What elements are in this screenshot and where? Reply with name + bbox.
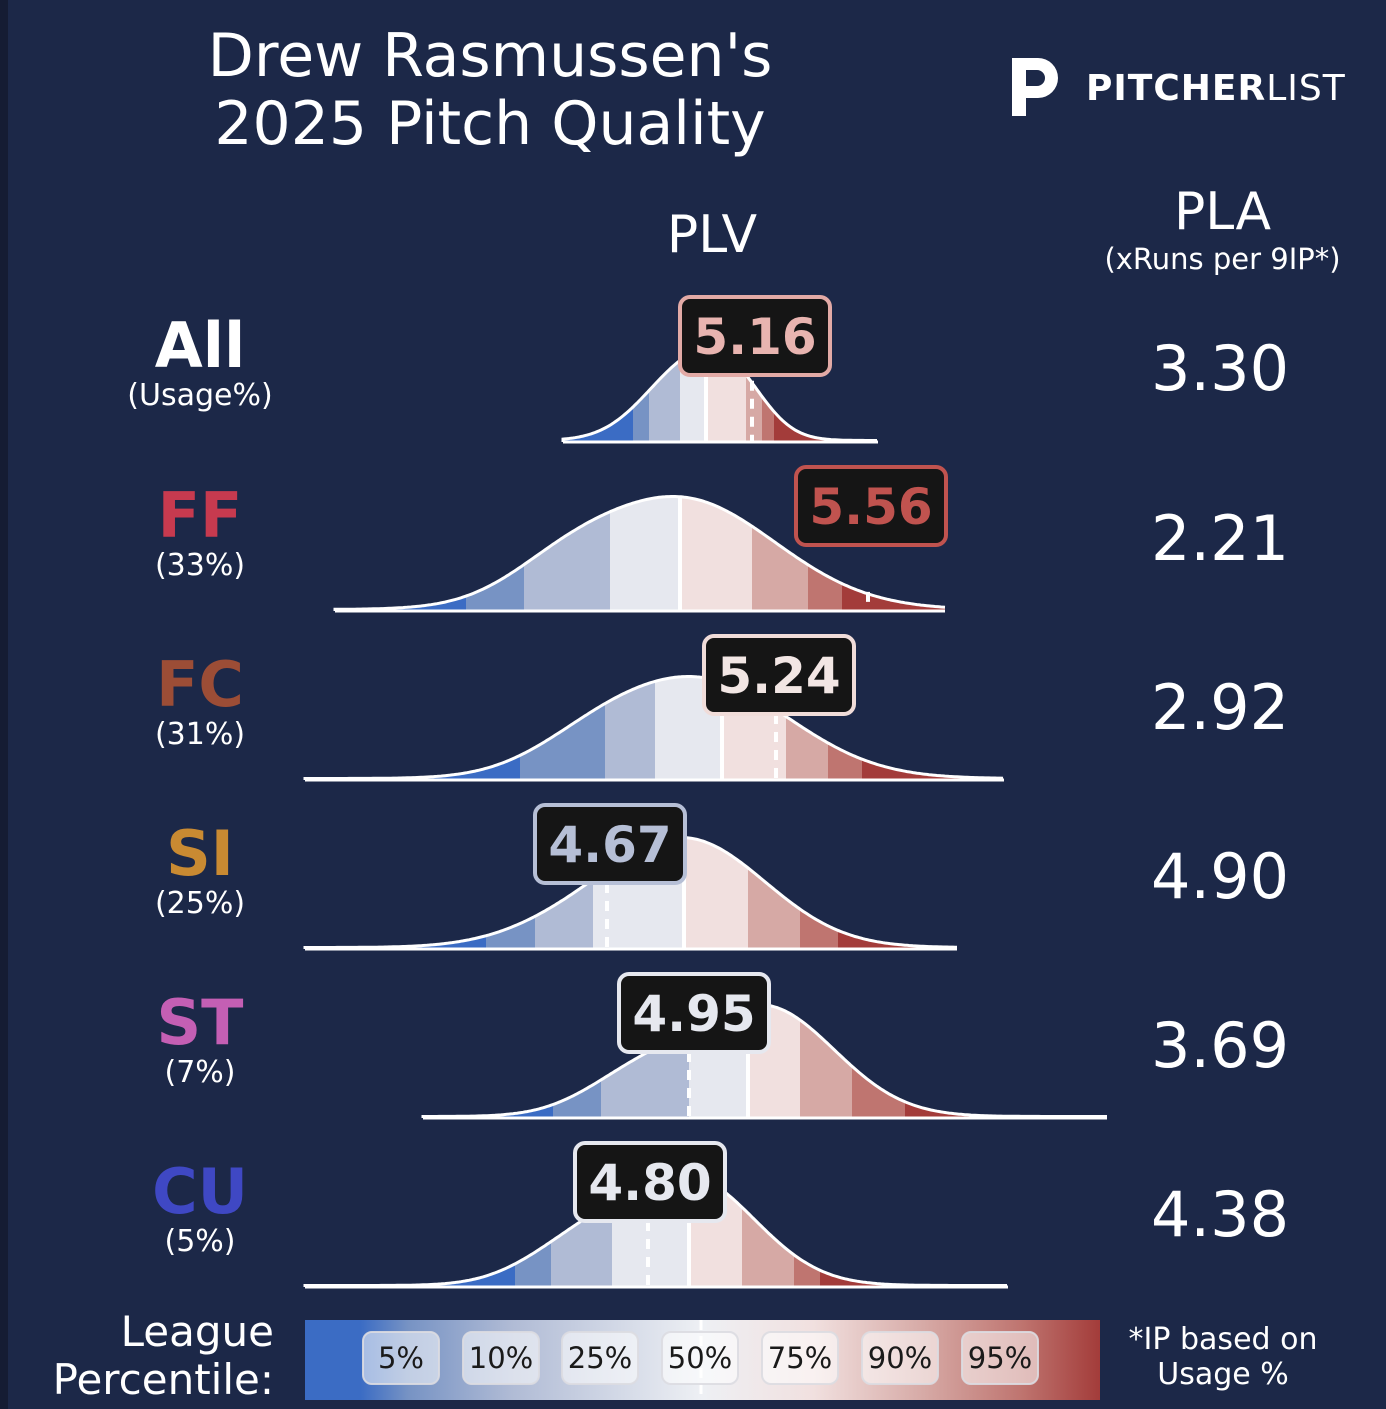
row-label-all: All (Usage%) — [80, 314, 320, 414]
percentile-bands — [305, 676, 1004, 780]
plv-value-box — [678, 295, 832, 377]
pla-value-si: 4.90 — [1150, 840, 1290, 913]
pla-header-subtitle: (xRuns per 9IP*) — [1104, 242, 1341, 276]
plv-value-box — [617, 972, 771, 1054]
percentile-band — [610, 496, 680, 611]
legend-chip-label: 95% — [968, 1341, 1032, 1375]
percentile-band — [305, 837, 486, 949]
pla-value-cu: 4.38 — [1150, 1178, 1290, 1251]
legend-title: League Percentile: — [40, 1308, 274, 1404]
percentile-band — [794, 1173, 820, 1287]
footnote-line-2: Usage % — [1157, 1357, 1289, 1392]
row-label-st: ST (7%) — [80, 991, 320, 1091]
title-line-2: 2025 Pitch Quality — [214, 89, 766, 159]
legend-chip — [861, 1331, 939, 1385]
density-row-ff: 5.56 — [333, 465, 948, 613]
legend-chip — [761, 1331, 839, 1385]
logo-wordmark: PITCHERLIST — [1086, 68, 1346, 109]
pitch-code: ST — [156, 986, 244, 1059]
chart-title: Drew Rasmussen's 2025 Pitch Quality — [170, 22, 810, 158]
plv-value-label: 4.67 — [548, 816, 671, 874]
legend-chip-label: 10% — [469, 1341, 533, 1375]
pla-header-label: PLA — [1173, 182, 1272, 242]
plv-value-label: 4.80 — [588, 1154, 711, 1212]
plv-value-box — [573, 1141, 727, 1223]
percentile-band — [820, 1173, 1008, 1287]
pitcherlist-p-icon — [1012, 58, 1058, 116]
plv-column-header: PLV — [666, 205, 758, 265]
row-label-si: SI (25%) — [80, 822, 320, 922]
plv-value-label: 5.16 — [693, 308, 816, 366]
density-row-cu: 4.80 — [303, 1141, 1008, 1289]
density-row-st: 4.95 — [421, 972, 1107, 1120]
plv-value-label: 5.24 — [717, 647, 840, 705]
legend-chip-label: 90% — [868, 1341, 932, 1375]
density-row-all: 5.16 — [561, 295, 878, 444]
percentile-band — [515, 1173, 551, 1287]
percentile-band — [742, 1173, 794, 1287]
pla-value-fc: 2.92 — [1150, 671, 1290, 744]
percentile-band — [649, 348, 680, 442]
legend-title-line-2: Percentile: — [52, 1355, 274, 1404]
plv-value-box — [533, 803, 687, 885]
plv-value-box — [794, 465, 948, 547]
percentile-band — [563, 348, 633, 442]
percentile-band — [335, 496, 466, 611]
pitch-usage: (33%) — [154, 548, 246, 583]
pitch-usage: (Usage%) — [127, 378, 273, 413]
pitch-code: FC — [156, 648, 244, 721]
logo-bold-text: PITCHER — [1086, 68, 1267, 109]
row-label-cu: CU (5%) — [80, 1160, 320, 1260]
percentile-band — [800, 837, 838, 949]
legend-chip-label: 50% — [668, 1341, 732, 1375]
legend-chip — [561, 1331, 639, 1385]
legend-chip — [362, 1331, 440, 1385]
logo-light-text: LIST — [1266, 68, 1346, 109]
pitch-code: SI — [166, 817, 234, 890]
density-row-si: 4.67 — [303, 803, 957, 951]
legend-chip — [961, 1331, 1039, 1385]
plv-value-label: 5.56 — [809, 478, 932, 536]
row-label-fc: FC (31%) — [80, 653, 320, 753]
percentile-band — [838, 837, 957, 949]
pitcherlist-logo: PITCHERLIST — [1006, 52, 1366, 122]
legend-chip-label: 5% — [378, 1341, 424, 1375]
pitch-code: FF — [157, 479, 243, 552]
percentile-band — [305, 676, 520, 780]
pitch-usage: (7%) — [164, 1055, 236, 1090]
density-outline — [333, 495, 946, 611]
density-outline — [303, 675, 1004, 780]
pla-value-st: 3.69 — [1150, 1009, 1290, 1082]
pla-value-ff: 2.21 — [1150, 502, 1290, 575]
percentile-band — [905, 1004, 1107, 1118]
percentile-band — [423, 1004, 553, 1118]
title-line-1: Drew Rasmussen's — [207, 21, 773, 91]
percentile-band — [305, 1173, 515, 1287]
percentile-legend: 5% 10% 25% 50% 75% 90% 95% — [305, 1320, 1100, 1400]
row-label-ff: FF (33%) — [80, 484, 320, 584]
density-row-fc: 5.24 — [303, 634, 1004, 782]
pitch-usage: (25%) — [154, 886, 246, 921]
pitch-code: All — [154, 309, 246, 382]
legend-title-line-1: League — [120, 1307, 274, 1356]
legend-chip — [462, 1331, 540, 1385]
left-edge-strip — [0, 0, 8, 1409]
legend-chip-label: 75% — [768, 1341, 832, 1375]
pla-column-header: PLA (xRuns per 9IP*) — [1090, 182, 1355, 276]
percentile-band — [524, 496, 610, 611]
legend-chip-label: 25% — [568, 1341, 632, 1375]
footnote: *IP based on Usage % — [1108, 1322, 1338, 1392]
footnote-line-1: *IP based on — [1128, 1322, 1318, 1357]
pla-value-all: 3.30 — [1150, 332, 1290, 405]
plv-value-box — [702, 634, 856, 716]
plv-value-label: 4.95 — [632, 985, 755, 1043]
percentile-band — [520, 676, 605, 780]
legend-chip — [661, 1331, 739, 1385]
pitch-code: CU — [152, 1155, 248, 1228]
pitch-usage: (31%) — [154, 717, 246, 752]
percentile-band — [852, 1004, 905, 1118]
pitch-usage: (5%) — [164, 1224, 236, 1259]
